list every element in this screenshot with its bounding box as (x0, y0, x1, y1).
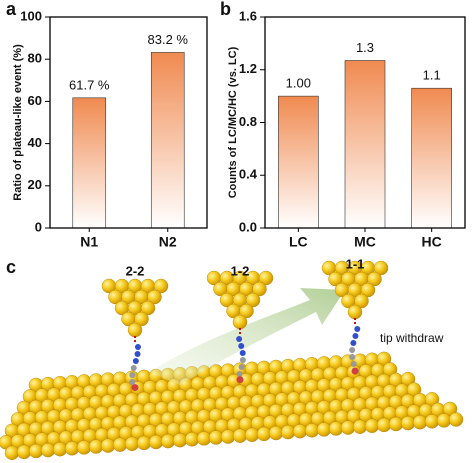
molecule-atom (132, 358, 139, 364)
y-tick-label: 100 (20, 8, 42, 23)
axes-frame (49, 16, 208, 229)
molecule-atom (236, 371, 243, 377)
gold-atom (258, 270, 274, 286)
gold-atom (140, 300, 156, 316)
molecule-atom (131, 384, 139, 392)
y-tick-label: 0.4 (239, 167, 258, 182)
bar (72, 97, 107, 229)
molecule-atom (349, 354, 356, 360)
x-tick-label: N1 (80, 234, 98, 250)
value-label: 1.1 (423, 68, 441, 83)
gold-atom (347, 304, 363, 320)
gold-atom (232, 314, 248, 330)
panel-label: a (6, 0, 17, 19)
bar (150, 52, 185, 229)
molecule-atom (236, 376, 244, 384)
y-tick-label: 1.6 (239, 8, 257, 23)
value-label: 1.00 (286, 76, 311, 91)
molecule-atom (239, 350, 246, 356)
gold-atom (373, 260, 389, 276)
x-tick-label: N2 (159, 234, 177, 250)
gold-atom (239, 303, 254, 319)
molecule-atom (352, 333, 359, 339)
molecule-atom (349, 347, 356, 353)
gold-atom (354, 293, 369, 309)
molecule-atom (238, 343, 245, 349)
molecule-atom (134, 351, 141, 357)
x-tick-label: LC (289, 234, 308, 250)
molecule-atom (351, 367, 359, 375)
molecule-atom (130, 365, 137, 371)
molecule-atom (129, 379, 136, 385)
molecule-atom (238, 364, 245, 370)
gold-atom (153, 278, 169, 294)
bar (344, 60, 386, 229)
gold-atom (360, 282, 376, 298)
y-tick-label: 20 (28, 177, 42, 192)
x-tick-label: HC (422, 234, 442, 250)
axes-frame (264, 16, 466, 229)
molecule-atom (134, 344, 141, 350)
y-tick-label: 1.2 (239, 61, 257, 76)
gold-atom (448, 412, 464, 427)
annotation: tip withdraw (380, 331, 444, 345)
y-tick-label: 0.8 (239, 114, 257, 129)
x-tick-label: MC (354, 234, 376, 250)
value-label: 83.2 % (148, 32, 189, 47)
tip-label: 1-1 (346, 256, 365, 271)
panel-label: c (6, 257, 16, 277)
value-label: 1.3 (356, 40, 374, 55)
y-tick-label: 0.0 (239, 219, 257, 234)
tip-label: 2-2 (126, 263, 145, 278)
withdraw-arrow (150, 288, 345, 385)
molecule-atom (239, 357, 246, 363)
tip-label: 1-2 (231, 263, 250, 278)
y-tick-label: 60 (28, 93, 42, 108)
y-axis-label: Ratio of plateau-like event (%) (12, 44, 24, 201)
gold-atom (367, 271, 382, 287)
molecule-atom (129, 372, 136, 378)
molecule-atom (354, 326, 361, 332)
y-axis-label: Counts of LC/MC/HC (vs. LC) (227, 46, 239, 198)
y-tick-label: 40 (28, 135, 42, 150)
y-tick-label: 80 (28, 51, 42, 66)
illustration: 2-2 1-2 1-1 tip withdraw (0, 256, 464, 460)
value-label: 61.7 % (69, 77, 110, 92)
molecule-atom (350, 361, 357, 367)
gold-atom (134, 311, 149, 327)
gold-atom (147, 289, 162, 305)
y-tick-label: 0 (35, 219, 42, 234)
bar (411, 87, 452, 229)
gold-atom (245, 292, 261, 308)
gold-atom (252, 281, 267, 297)
molecule-atom (350, 340, 357, 346)
gold-atom (127, 322, 143, 338)
molecule-atom (236, 336, 243, 342)
panel-label: b (220, 0, 231, 19)
bar (278, 95, 319, 229)
